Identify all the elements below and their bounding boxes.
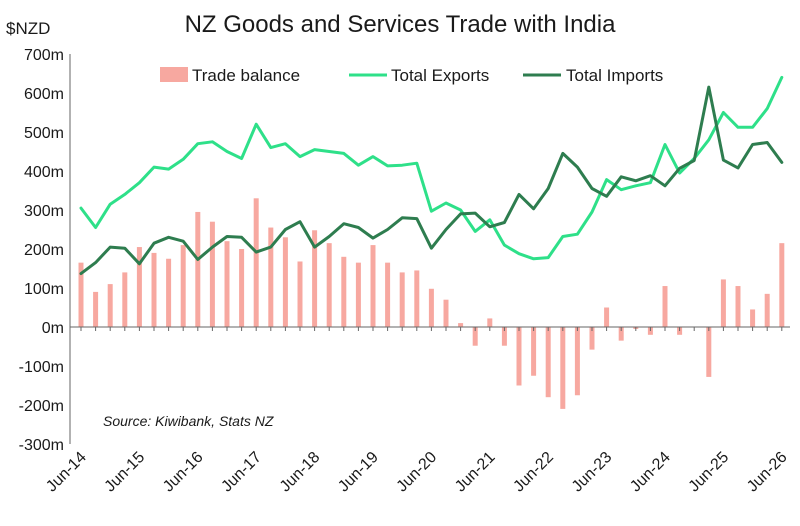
trade-balance-bar xyxy=(268,227,274,327)
trade-balance-bar xyxy=(122,272,128,327)
trade-balance-bar xyxy=(136,247,142,327)
trade-balance-bar xyxy=(341,256,347,327)
trade-balance-bar xyxy=(253,198,259,327)
y-tick-label: -100m xyxy=(19,359,64,376)
trade-balance-bar xyxy=(458,323,464,327)
trade-balance-bar xyxy=(428,288,434,327)
legend-swatch-trade-balance xyxy=(160,67,188,82)
y-tick-label: 0m xyxy=(42,320,64,337)
legend: Trade balance Total Exports Total Import… xyxy=(160,66,663,85)
trade-balance-bar xyxy=(93,291,99,327)
trade-balance-bar xyxy=(618,327,624,341)
trade-balance-bar xyxy=(443,299,449,327)
x-tick-label: Jun-16 xyxy=(160,449,207,496)
legend-label-total-imports: Total Imports xyxy=(566,66,663,85)
y-tick-label: 400m xyxy=(24,164,64,181)
source-note: Source: Kiwibank, Stats NZ xyxy=(103,413,274,429)
trade-balance-bar xyxy=(312,230,318,327)
x-tick-label: Jun-23 xyxy=(569,449,616,496)
trade-balance-bar xyxy=(706,327,712,377)
trade-balance-bar xyxy=(166,258,172,327)
trade-balance-bar xyxy=(516,327,522,386)
trade-balance-bar xyxy=(750,309,756,327)
x-tick-label: Jun-21 xyxy=(452,449,499,496)
y-tick-label: -200m xyxy=(19,398,64,415)
x-tick-label: Jun-26 xyxy=(744,449,791,496)
trade-balance-bar xyxy=(282,237,288,327)
trade-balance-bars xyxy=(78,198,785,409)
trade-balance-bar xyxy=(735,286,741,327)
trade-balance-bar xyxy=(370,245,376,327)
trade-balance-bar xyxy=(779,243,785,327)
x-tick-label: Jun-24 xyxy=(627,449,674,496)
y-tick-label: 100m xyxy=(24,281,64,298)
trade-balance-bar xyxy=(209,221,215,327)
trade-balance-bar xyxy=(662,286,668,327)
trade-balance-bar xyxy=(78,262,84,327)
x-tick-label: Jun-15 xyxy=(102,449,149,496)
trade-balance-bar xyxy=(399,272,405,327)
trade-balance-bar xyxy=(589,327,595,350)
trade-balance-bar xyxy=(574,327,580,396)
x-tick-label: Jun-20 xyxy=(394,449,441,496)
chart-title: NZ Goods and Services Trade with India xyxy=(185,11,617,38)
trade-balance-bar xyxy=(195,211,201,327)
trade-balance-bar xyxy=(487,318,493,327)
trade-balance-bar xyxy=(180,245,186,327)
trade-balance-bar xyxy=(297,261,303,327)
trade-balance-bar xyxy=(472,327,478,346)
trade-balance-bar xyxy=(151,252,157,327)
legend-label-total-exports: Total Exports xyxy=(391,66,489,85)
total-imports-line xyxy=(79,85,784,276)
x-tick-label: Jun-19 xyxy=(335,449,382,496)
series-lines xyxy=(79,75,784,276)
trade-balance-bar xyxy=(604,307,610,327)
x-tick-label: Jun-17 xyxy=(218,449,265,496)
y-tick-labels: -300m -200m -100m 0m 100m 200m 300m 400m 500m 600… xyxy=(19,47,64,454)
trade-balance-bar xyxy=(764,293,770,327)
trade-balance-bar xyxy=(501,327,507,346)
y-tick-label: -300m xyxy=(19,437,64,454)
y-tick-label: 300m xyxy=(24,203,64,220)
trade-balance-bar xyxy=(545,327,551,398)
y-tick-label: 500m xyxy=(24,125,64,142)
x-tick-label: Jun-18 xyxy=(277,449,324,496)
y-tick-label: 700m xyxy=(24,47,64,64)
x-tick-label: Jun-25 xyxy=(686,449,733,496)
y-tick-label: 200m xyxy=(24,242,64,259)
legend-label-trade-balance: Trade balance xyxy=(192,66,300,85)
total-exports-line xyxy=(79,75,784,261)
trade-balance-bar xyxy=(355,262,361,327)
trade-balance-bar xyxy=(531,327,537,376)
trade-balance-bar xyxy=(239,249,245,327)
x-tick-marks xyxy=(80,327,783,331)
trade-balance-bar xyxy=(224,241,230,327)
x-tick-label: Jun-22 xyxy=(510,449,557,496)
trade-balance-bar xyxy=(385,262,391,327)
trade-balance-bar xyxy=(326,243,332,327)
trade-balance-bar xyxy=(414,270,420,327)
trade-balance-bar xyxy=(720,279,726,327)
y-axis-unit-label: $NZD xyxy=(6,19,50,38)
y-tick-label: 600m xyxy=(24,86,64,103)
trade-balance-bar xyxy=(107,284,113,327)
x-tick-labels: Jun-14 Jun-15 Jun-16 Jun-17 Jun-18 Jun-19 Jun-… xyxy=(43,449,790,496)
trade-balance-bar xyxy=(560,327,566,409)
x-tick-label: Jun-14 xyxy=(43,449,90,496)
